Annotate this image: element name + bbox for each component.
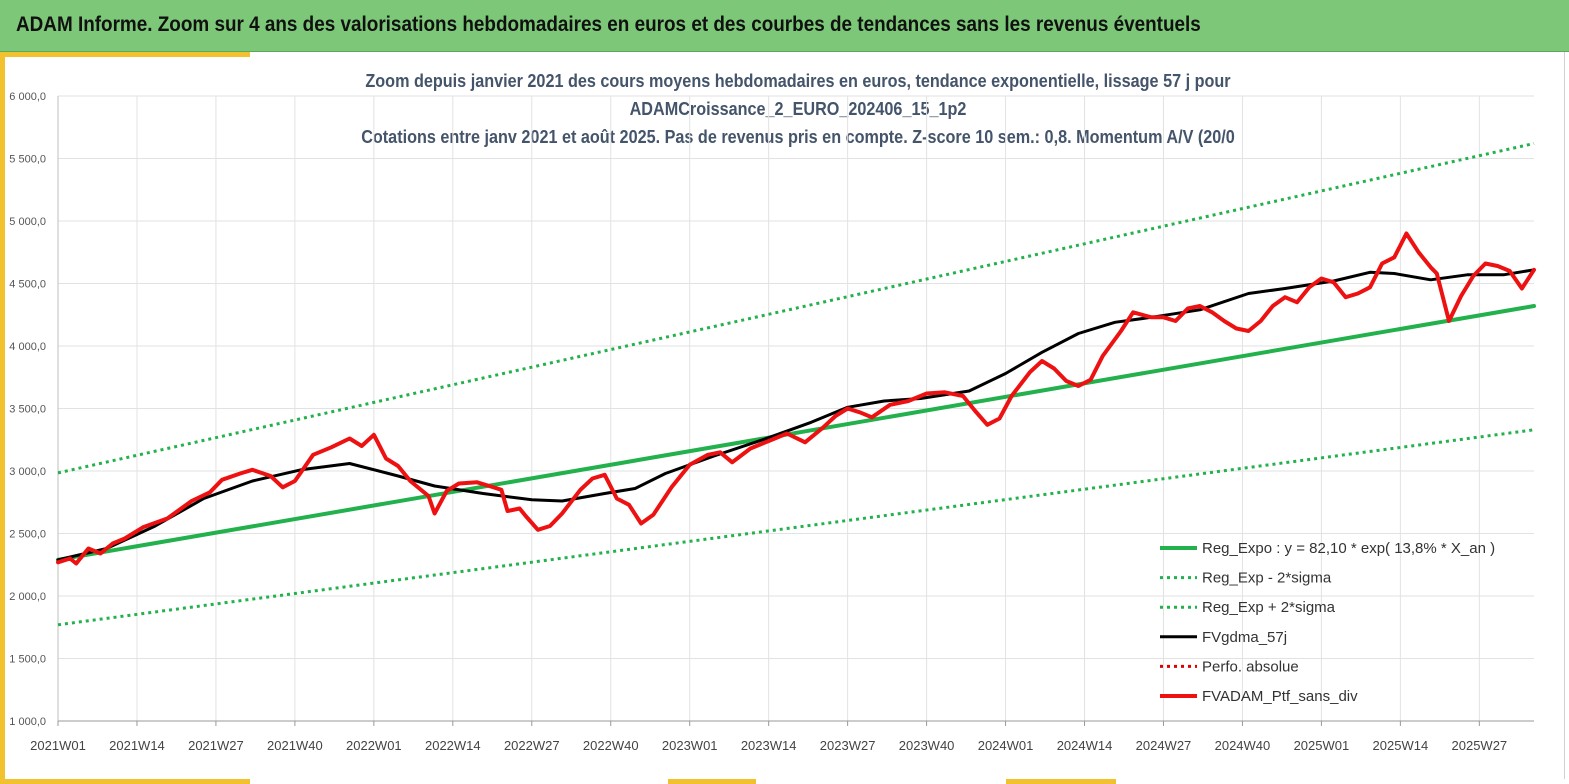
- x-axis-ticks: 2021W01 2021W14 2021W27 2021W40 2022W01 2022W…: [30, 738, 1507, 753]
- bottom-accent-bar: [668, 779, 756, 784]
- y-tick-label: 3 500,0: [9, 404, 46, 416]
- x-tick-label: 2023W01: [662, 738, 718, 753]
- legend-entry-label: Reg_Expo : y = 82,10 * exp( 13,8% * X_an…: [1202, 540, 1495, 557]
- y-tick-label: 5 500,0: [9, 154, 46, 166]
- axes: [57, 96, 1534, 726]
- series-line-5: [56, 231, 1536, 566]
- x-tick-label: 2024W27: [1136, 738, 1192, 753]
- x-tick-label: 2021W01: [30, 738, 86, 753]
- x-tick-label: 2024W40: [1215, 738, 1271, 753]
- x-tick-label: 2022W14: [425, 738, 481, 753]
- x-tick-label: 2022W40: [583, 738, 639, 753]
- chart-title-line-1: Zoom depuis janvier 2021 des cours moyen…: [365, 71, 1231, 91]
- x-tick-label: 2023W40: [899, 738, 955, 753]
- bottom-accent-bar: [0, 779, 250, 784]
- x-tick-label: 2021W27: [188, 738, 244, 753]
- series-lines: [56, 142, 1536, 627]
- series-line-1: [57, 428, 1535, 627]
- x-tick-label: 2025W14: [1373, 738, 1429, 753]
- x-tick-label: 2021W40: [267, 738, 323, 753]
- series-line-3: [56, 268, 1536, 562]
- y-tick-label: 1 500,0: [9, 654, 46, 666]
- legend-entry-label: FVgdma_57j: [1202, 629, 1287, 646]
- x-tick-label: 2022W01: [346, 738, 402, 753]
- banner-title: ADAM Informe. Zoom sur 4 ans des valoris…: [16, 13, 1201, 36]
- x-tick-label: 2024W01: [978, 738, 1034, 753]
- y-tick-label: 6 000,0: [9, 91, 46, 103]
- right-border: [1564, 52, 1565, 779]
- bottom-accent-bar: [1006, 779, 1116, 784]
- top-accent-bar: [0, 52, 250, 57]
- grid-lines: [57, 95, 1534, 722]
- x-tick-label: 2021W14: [109, 738, 165, 753]
- y-tick-label: 4 500,0: [9, 279, 46, 291]
- y-tick-label: 2 000,0: [9, 591, 46, 603]
- legend: Reg_Expo : y = 82,10 * exp( 13,8% * X_an…: [1160, 540, 1495, 705]
- legend-entry-label: Perfo. absolue: [1202, 658, 1299, 675]
- x-tick-label: 2023W27: [820, 738, 876, 753]
- series-line-2: [57, 142, 1535, 475]
- y-tick-label: 1 000,0: [9, 716, 46, 728]
- y-tick-label: 4 000,0: [9, 341, 46, 353]
- series-line-0: [56, 304, 1536, 562]
- left-accent-bar: [0, 52, 5, 784]
- y-tick-label: 3 000,0: [9, 466, 46, 478]
- x-tick-label: 2022W27: [504, 738, 560, 753]
- chart-title-line-2: ADAMCroissance_2_EURO_202406_15_1p2: [629, 99, 967, 119]
- legend-entry-label: Reg_Exp - 2*sigma: [1202, 570, 1332, 587]
- x-tick-label: 2023W14: [741, 738, 797, 753]
- header-banner: ADAM Informe. Zoom sur 4 ans des valoris…: [0, 0, 1569, 52]
- y-axis-ticks: 1 000,0 1 500,0 2 000,0 2 500,0 3 000,0 3 500…: [9, 91, 46, 728]
- legend-entry-label: FVADAM_Ptf_sans_div: [1202, 688, 1358, 705]
- chart-title-line-3: Cotations entre janv 2021 et août 2025. …: [361, 127, 1235, 147]
- x-tick-label: 2025W01: [1294, 738, 1350, 753]
- y-tick-label: 5 000,0: [9, 216, 46, 228]
- legend-entry-label: Reg_Exp + 2*sigma: [1202, 599, 1336, 616]
- x-tick-label: 2025W27: [1452, 738, 1508, 753]
- x-tick-label: 2024W14: [1057, 738, 1113, 753]
- y-tick-label: 2 500,0: [9, 529, 46, 541]
